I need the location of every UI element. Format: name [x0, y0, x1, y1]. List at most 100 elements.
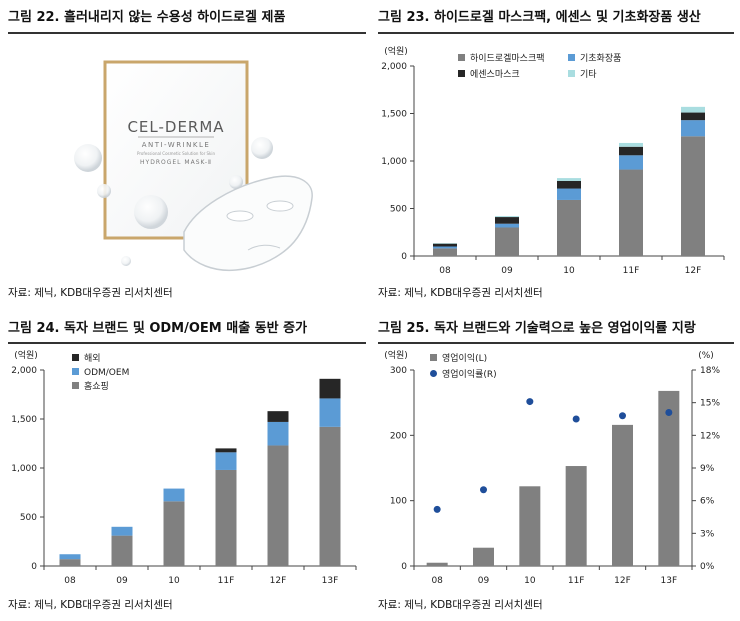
bar-segment [163, 488, 185, 502]
y2-tick-label: 12% [700, 431, 720, 441]
y2-tick-label: 0% [700, 562, 715, 572]
bar-segment [557, 199, 581, 256]
figure-25-source: 자료: 제닉, KDB대우증권 리서치센터 [378, 599, 543, 611]
figure-24-title-rule [8, 342, 366, 344]
x-tick-label: 11F [623, 266, 640, 276]
bar [658, 390, 680, 566]
x-tick-label: 12F [614, 576, 631, 586]
legend-label: 영업이익률(R) [442, 368, 497, 380]
y-axis-unit: (억원) [14, 349, 38, 361]
bar [519, 486, 541, 566]
y-tick-label: 1,000 [381, 157, 407, 167]
bar-segment [681, 106, 705, 113]
x-tick-label: 10 [563, 266, 575, 276]
legend-label: 영업이익(L) [442, 352, 487, 364]
figure-22-title-rule [8, 32, 366, 34]
bar [565, 466, 587, 566]
y-tick-label: 1,000 [11, 464, 37, 474]
y-tick-label: 500 [390, 205, 407, 215]
bar [426, 562, 448, 566]
bar-segment [267, 421, 289, 446]
bar-segment [557, 188, 581, 200]
bubble [229, 175, 243, 189]
figure-25-chart: (억원) 0 100 200 300 08 09 10 11F 12F 13F (%) 0% 3% 6% 9%… [384, 349, 720, 586]
y2-tick-label: 9% [700, 464, 715, 474]
figure-22-panel: 그림 22. 흘러내리지 않는 수용성 하이드로겔 제품 CEL-DERMA A… [8, 6, 366, 302]
figure-23-title-rule [378, 32, 734, 34]
x-tick-label: 11F [218, 576, 235, 586]
x-tick-label: 10 [168, 576, 180, 586]
x-tick-label: 12F [270, 576, 287, 586]
x-tick-label: 09 [116, 576, 128, 586]
bar-segment [681, 120, 705, 137]
product-line3: HYDROGEL MASK-Ⅱ [140, 159, 212, 166]
bar-segment [433, 248, 457, 256]
bar-segment [495, 227, 519, 256]
y2-tick-label: 3% [700, 529, 715, 539]
x-tick-label: 08 [64, 576, 76, 586]
bar-segment [557, 178, 581, 181]
x-tick-label: 08 [439, 266, 451, 276]
scatter-point [480, 486, 487, 494]
bar-segment [433, 246, 457, 249]
figure-25-title-rule [378, 342, 734, 344]
x-tick-label: 12F [685, 266, 702, 276]
scatter-point [433, 505, 441, 513]
bar-segment [495, 216, 519, 218]
x-tick-label: 13F [661, 576, 678, 586]
y2-tick-label: 6% [700, 497, 715, 507]
bar-segment [111, 535, 133, 566]
y2-tick-label: 18% [700, 366, 720, 376]
legend-marker [430, 370, 437, 377]
bar-segment [59, 559, 81, 566]
figure-23-source: 자료: 제닉, KDB대우증권 리서치센터 [378, 287, 543, 299]
figure-25-panel: 그림 25. 독자 브랜드와 기술력으로 높은 영업이익률 지랑 (억원) 0 10… [378, 318, 734, 614]
bar-segment [319, 426, 341, 566]
y-tick-label: 2,000 [381, 62, 407, 72]
bar-segment [319, 398, 341, 427]
x-tick-label: 09 [478, 576, 490, 586]
bar-segment [111, 526, 133, 536]
bar-segment [619, 155, 643, 170]
scatter-point [665, 408, 673, 416]
figure-25-title: 그림 25. 독자 브랜드와 기술력으로 높은 영업이익률 지랑 [378, 321, 696, 336]
legend-swatch [458, 70, 465, 77]
bar-segment [619, 142, 643, 147]
bar-segment [681, 112, 705, 121]
figure-22-title: 그림 22. 흘러내리지 않는 수용성 하이드로겔 제품 [8, 10, 286, 25]
product-line2: Professional Cosmetic Solution for Skin [137, 151, 215, 156]
bar-segment [215, 448, 237, 453]
bubble [134, 195, 168, 229]
bar-segment [495, 217, 519, 224]
y-tick-label: 1,500 [381, 110, 407, 120]
y-tick-label: 1,500 [11, 415, 37, 425]
x-tick-label: 08 [431, 576, 443, 586]
bar-segment [681, 136, 705, 256]
y-tick-label: 200 [390, 431, 407, 441]
bubble [251, 137, 273, 159]
bar-segment [215, 469, 237, 566]
legend-swatch [72, 368, 79, 375]
bar-segment [619, 169, 643, 256]
scatter-point [526, 398, 534, 406]
bar-segment [267, 445, 289, 566]
x-tick-label: 11F [568, 576, 585, 586]
y-axis-unit: (억원) [384, 45, 408, 57]
legend-label: 기타 [580, 69, 597, 80]
hydrogel-mask [183, 175, 313, 272]
bar-segment [163, 501, 185, 566]
figure-24-chart: (억원) 0 500 1,000 1,500 2,000 08 09 10 11F 12F 13F 해외… [11, 349, 357, 586]
bar-segment [433, 243, 457, 247]
bar-segment [495, 223, 519, 228]
y-tick-label: 2,000 [11, 366, 37, 376]
bar-segment [319, 378, 341, 399]
bar-segment [215, 452, 237, 470]
figure-24-panel: 그림 24. 독자 브랜드 및 ODM/OEM 매출 동반 증가 (억원) 0 50… [8, 318, 366, 614]
legend-swatch [568, 54, 575, 61]
scatter-point [619, 412, 626, 420]
legend-swatch [72, 382, 79, 389]
bubble [74, 144, 102, 172]
product-brand: CEL-DERMA [127, 118, 224, 136]
bar [473, 547, 494, 566]
legend-swatch [72, 354, 79, 361]
